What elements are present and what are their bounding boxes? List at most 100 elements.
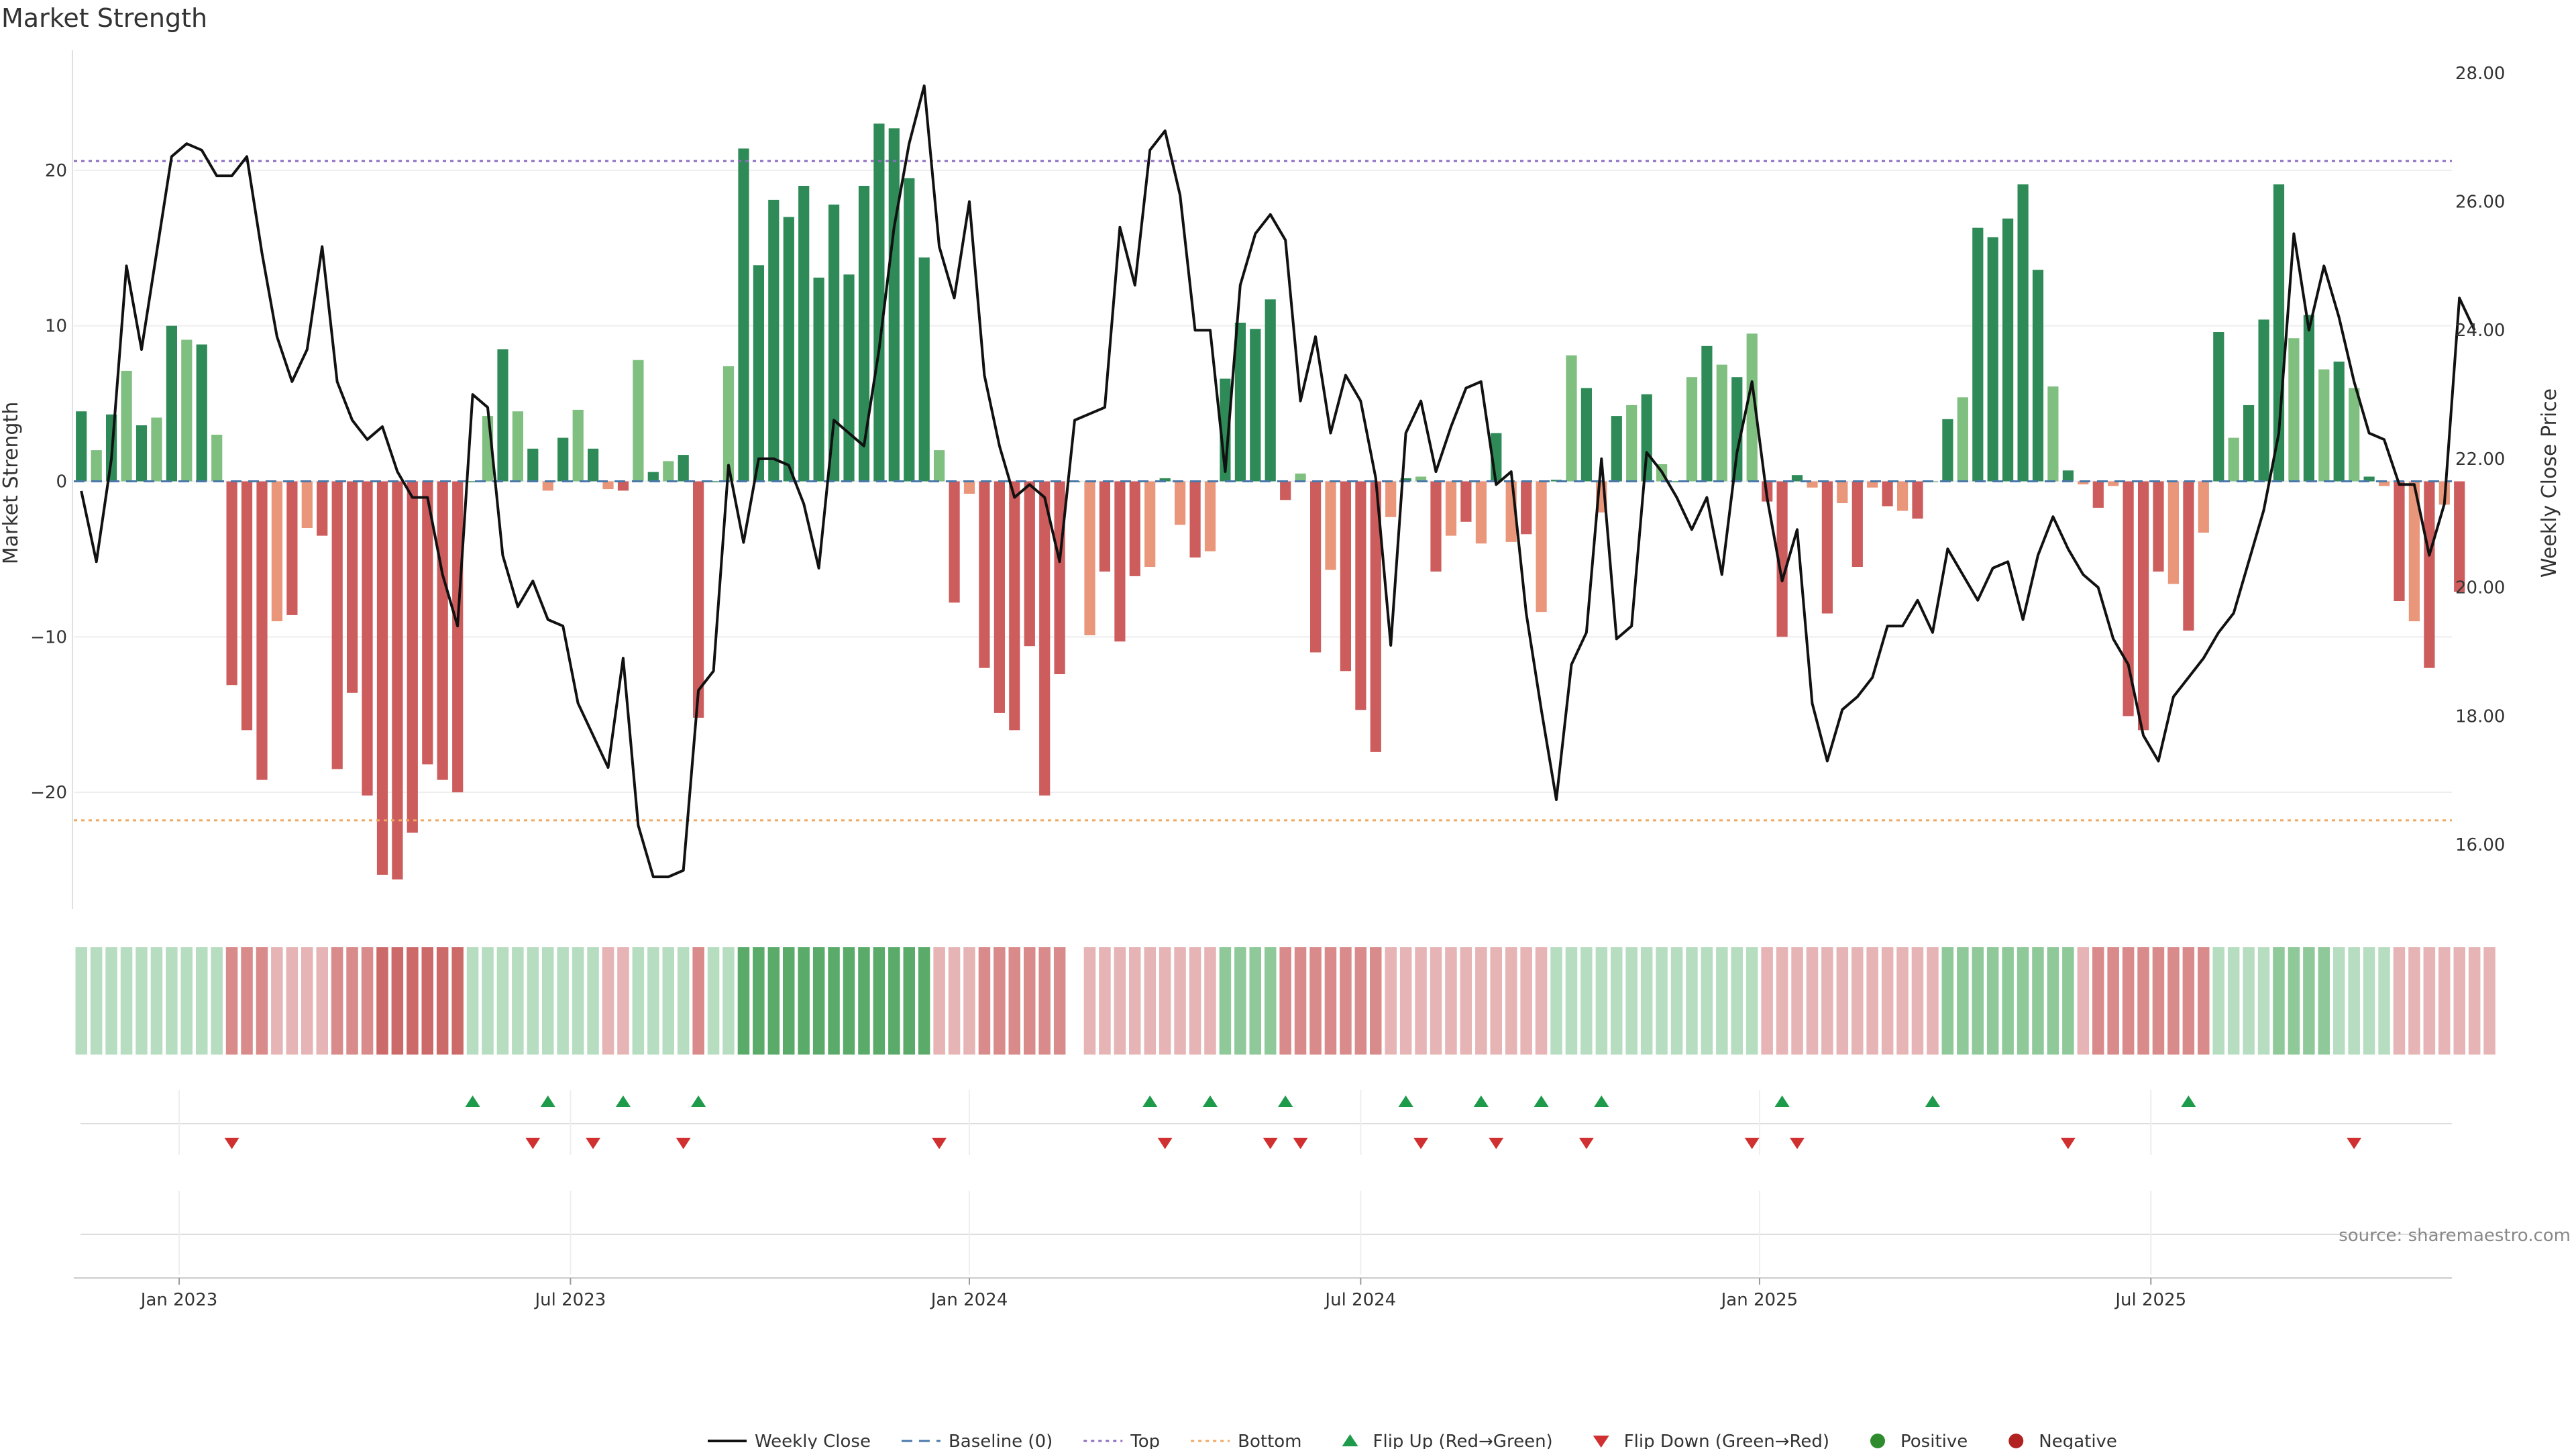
strength-bar <box>1295 473 1306 482</box>
flip-up-marker <box>691 1095 706 1107</box>
heat-cell <box>1174 947 1186 1055</box>
strength-bar <box>1024 481 1035 647</box>
heat-cell <box>1219 947 1232 1055</box>
strength-bar <box>1897 481 1909 511</box>
heat-cell <box>436 947 449 1055</box>
legend-item: Top <box>1083 1432 1160 1449</box>
heat-cell <box>1324 947 1337 1055</box>
strength-bar <box>1400 478 1411 482</box>
heat-cell <box>466 947 479 1055</box>
right-tick-label: 20.00 <box>2455 578 2505 598</box>
weekly-close-polyline <box>80 84 2476 879</box>
heat-cell <box>783 947 795 1055</box>
heat-cell <box>1114 947 1126 1055</box>
heat-cell <box>407 947 419 1055</box>
heat-cell <box>888 947 900 1055</box>
flip-down-marker <box>1263 1138 1278 1149</box>
strength-bar <box>467 481 478 482</box>
heat-cell <box>1249 947 1261 1055</box>
heat-cell <box>166 947 178 1055</box>
heat-cell <box>1716 947 1728 1055</box>
legend-swatch-circle <box>2008 1434 2024 1448</box>
heat-cell <box>662 947 674 1055</box>
right-tick-label: 26.00 <box>2455 192 2505 212</box>
heat-cell <box>903 947 915 1055</box>
strength-bar <box>1009 481 1020 731</box>
flip-up-marker <box>615 1095 631 1107</box>
strength-bar <box>1234 323 1246 482</box>
weekly-close-line <box>80 84 2476 879</box>
strength-bar <box>181 339 193 482</box>
strength-bar <box>166 325 177 482</box>
heat-cell <box>2212 947 2224 1055</box>
strength-bar <box>1310 481 1322 653</box>
strength-bar <box>2078 481 2089 485</box>
heat-cell <box>2423 947 2436 1055</box>
flip-up-marker <box>540 1095 555 1107</box>
strength-bar <box>437 481 448 780</box>
strength-bar <box>1204 481 1216 551</box>
strength-bar <box>572 409 584 482</box>
strength-bar <box>1355 481 1366 710</box>
heat-cell <box>1294 947 1307 1055</box>
strength-bar <box>527 448 539 482</box>
flip-up-marker <box>1925 1095 1940 1107</box>
strength-bar <box>1716 364 1727 482</box>
flip-up-marker <box>1774 1095 1790 1107</box>
heat-cell <box>1941 947 1954 1055</box>
strength-bar <box>1129 481 1140 576</box>
strength-bar <box>693 481 704 718</box>
flip-down-marker <box>1744 1138 1760 1149</box>
heat-cell <box>1279 947 1291 1055</box>
legend: Weekly Close Baseline (0) Top Bottom Flip Up… <box>708 1432 2117 1449</box>
heat-cell <box>1776 947 1788 1055</box>
heat-cell <box>873 947 885 1055</box>
heat-cell <box>361 947 374 1055</box>
strength-bar <box>888 128 900 482</box>
legend-item: Flip Down (Green→Red) <box>1593 1432 1829 1449</box>
strength-bar <box>256 481 268 780</box>
heat-cell <box>2408 947 2420 1055</box>
heat-cell <box>1670 947 1683 1055</box>
x-axis: Jan 2023 Jul 2023 Jan 2024 Jul 2024 Jan 2025… <box>74 1277 2452 1310</box>
strength-bar <box>1882 481 1893 506</box>
heat-cell <box>692 947 704 1055</box>
source-note: source: sharemaestro.com <box>2339 1226 2571 1246</box>
heat-cell <box>737 947 750 1055</box>
heat-cell <box>572 947 584 1055</box>
strength-bar <box>647 472 659 482</box>
heat-cell <box>1731 947 1743 1055</box>
x-tick-label: Jul 2025 <box>2114 1290 2186 1310</box>
left-tick-label: −10 <box>30 627 67 647</box>
strength-bar <box>241 481 253 731</box>
strength-bar <box>1776 481 1788 637</box>
strength-bar <box>949 481 960 603</box>
strength-bar <box>2333 362 2345 482</box>
flip-up-marker <box>1278 1095 1293 1107</box>
strength-bar <box>678 455 689 482</box>
strength-bar <box>1445 481 1457 536</box>
strength-bar <box>722 366 735 482</box>
flip-down-marker <box>676 1138 691 1149</box>
heat-cell <box>1686 947 1698 1055</box>
heat-cell <box>1746 947 1758 1055</box>
heat-cell <box>2288 947 2300 1055</box>
heat-cell <box>2273 947 2285 1055</box>
strength-bar <box>512 411 523 482</box>
left-axis-label: Market Strength <box>0 402 23 564</box>
heat-cell <box>812 947 825 1055</box>
strength-bar <box>1972 227 1984 482</box>
heat-cell <box>150 947 163 1055</box>
strength-bar <box>1325 481 1336 570</box>
heat-cell <box>331 947 343 1055</box>
strength-bar <box>1987 237 1998 482</box>
heat-cell <box>2002 947 2014 1055</box>
flip-down-marker <box>932 1138 947 1149</box>
legend-item: Positive <box>1870 1432 1968 1449</box>
heat-cell <box>647 947 659 1055</box>
strength-bar <box>2213 332 2224 482</box>
heat-cell <box>2182 947 2195 1055</box>
x-tick-label: Jan 2023 <box>140 1290 218 1310</box>
strength-bar <box>1189 481 1201 558</box>
strength-bar <box>2017 184 2029 482</box>
